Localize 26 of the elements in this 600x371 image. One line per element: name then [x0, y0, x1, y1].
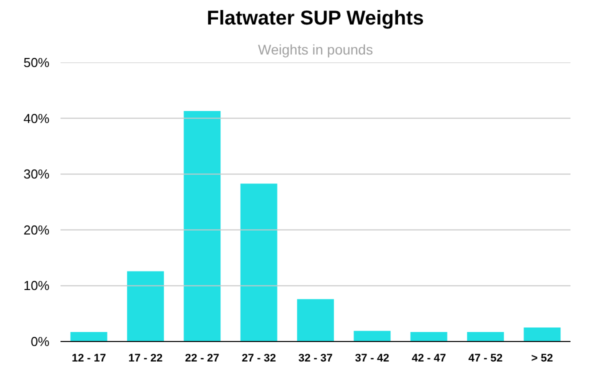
x-tick-label: 22 - 27 — [185, 352, 220, 364]
bar — [127, 271, 164, 342]
y-tick-label: 0% — [30, 334, 50, 349]
bar — [410, 332, 448, 342]
bar — [184, 111, 221, 342]
x-tick-label: 12 - 17 — [72, 352, 106, 364]
bar — [467, 332, 504, 342]
x-tick-label: 47 - 52 — [468, 352, 503, 364]
bar — [70, 332, 108, 342]
x-tick-label: 27 - 32 — [242, 352, 276, 364]
x-tick-label: 32 - 37 — [298, 352, 333, 364]
y-tick-label: 50% — [23, 55, 50, 70]
x-tick-label: 37 - 42 — [355, 352, 390, 364]
y-tick-label: 10% — [23, 278, 50, 294]
x-tick-label: 17 - 22 — [128, 352, 163, 364]
bar — [354, 330, 391, 342]
y-tick-label: 40% — [23, 110, 50, 126]
bar — [240, 184, 278, 342]
x-tick-label: > 52 — [531, 352, 554, 364]
y-tick-label: 30% — [23, 166, 50, 182]
x-tick-label: 42 - 47 — [412, 352, 446, 364]
chart-title: Flatwater SUP Weights — [206, 8, 424, 30]
y-tick-label: 20% — [23, 222, 50, 238]
chart-subtitle: Weights in pounds — [258, 42, 373, 58]
bar — [524, 328, 561, 342]
bar — [297, 299, 334, 342]
